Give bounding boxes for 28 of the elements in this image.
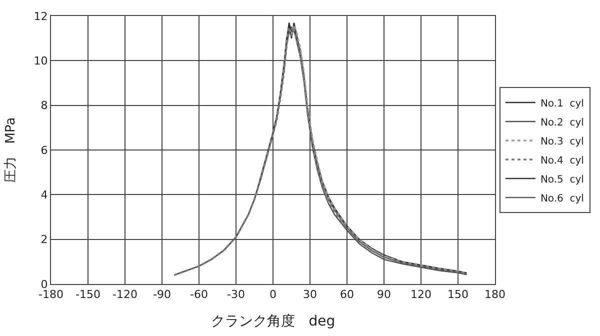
y-tick-label: 10 — [34, 54, 48, 68]
legend-label: No.3 cyl — [540, 136, 584, 148]
y-tick-label: 6 — [40, 144, 48, 157]
y-tick-label: 4 — [40, 188, 48, 202]
legend-label: No.1 cyl — [540, 98, 584, 110]
x-tick-label: 180 — [484, 288, 506, 302]
x-tick-label: -120 — [112, 288, 138, 302]
x-tick-label: 60 — [340, 288, 354, 302]
x-tick-label: -30 — [227, 288, 245, 302]
x-tick-label: -150 — [76, 288, 100, 302]
x-tick-label: 120 — [410, 288, 432, 302]
x-axis-title: クランク角度 deg — [210, 314, 336, 330]
x-tick-label: 30 — [303, 288, 317, 302]
y-tick-label: 8 — [40, 99, 48, 112]
x-tick-label: 0 — [270, 288, 276, 302]
legend-label: No.2 cyl — [540, 117, 584, 128]
legend-label: No.5 cyl — [540, 174, 584, 186]
y-axis-title: 圧力 MPa — [4, 117, 19, 183]
x-tick-label: -180 — [38, 288, 64, 302]
x-tick-label: -60 — [190, 288, 208, 302]
legend-label: No.4 cyl — [540, 155, 584, 166]
y-tick-label: 12 — [34, 10, 48, 23]
x-tick-label: 150 — [448, 288, 468, 302]
y-tick-label: 0 — [40, 278, 48, 291]
y-tick-label: 2 — [40, 233, 48, 246]
x-tick-label: 90 — [377, 288, 391, 302]
legend-label: No.6 cyl — [540, 193, 584, 204]
x-tick-label: -90 — [153, 288, 171, 302]
